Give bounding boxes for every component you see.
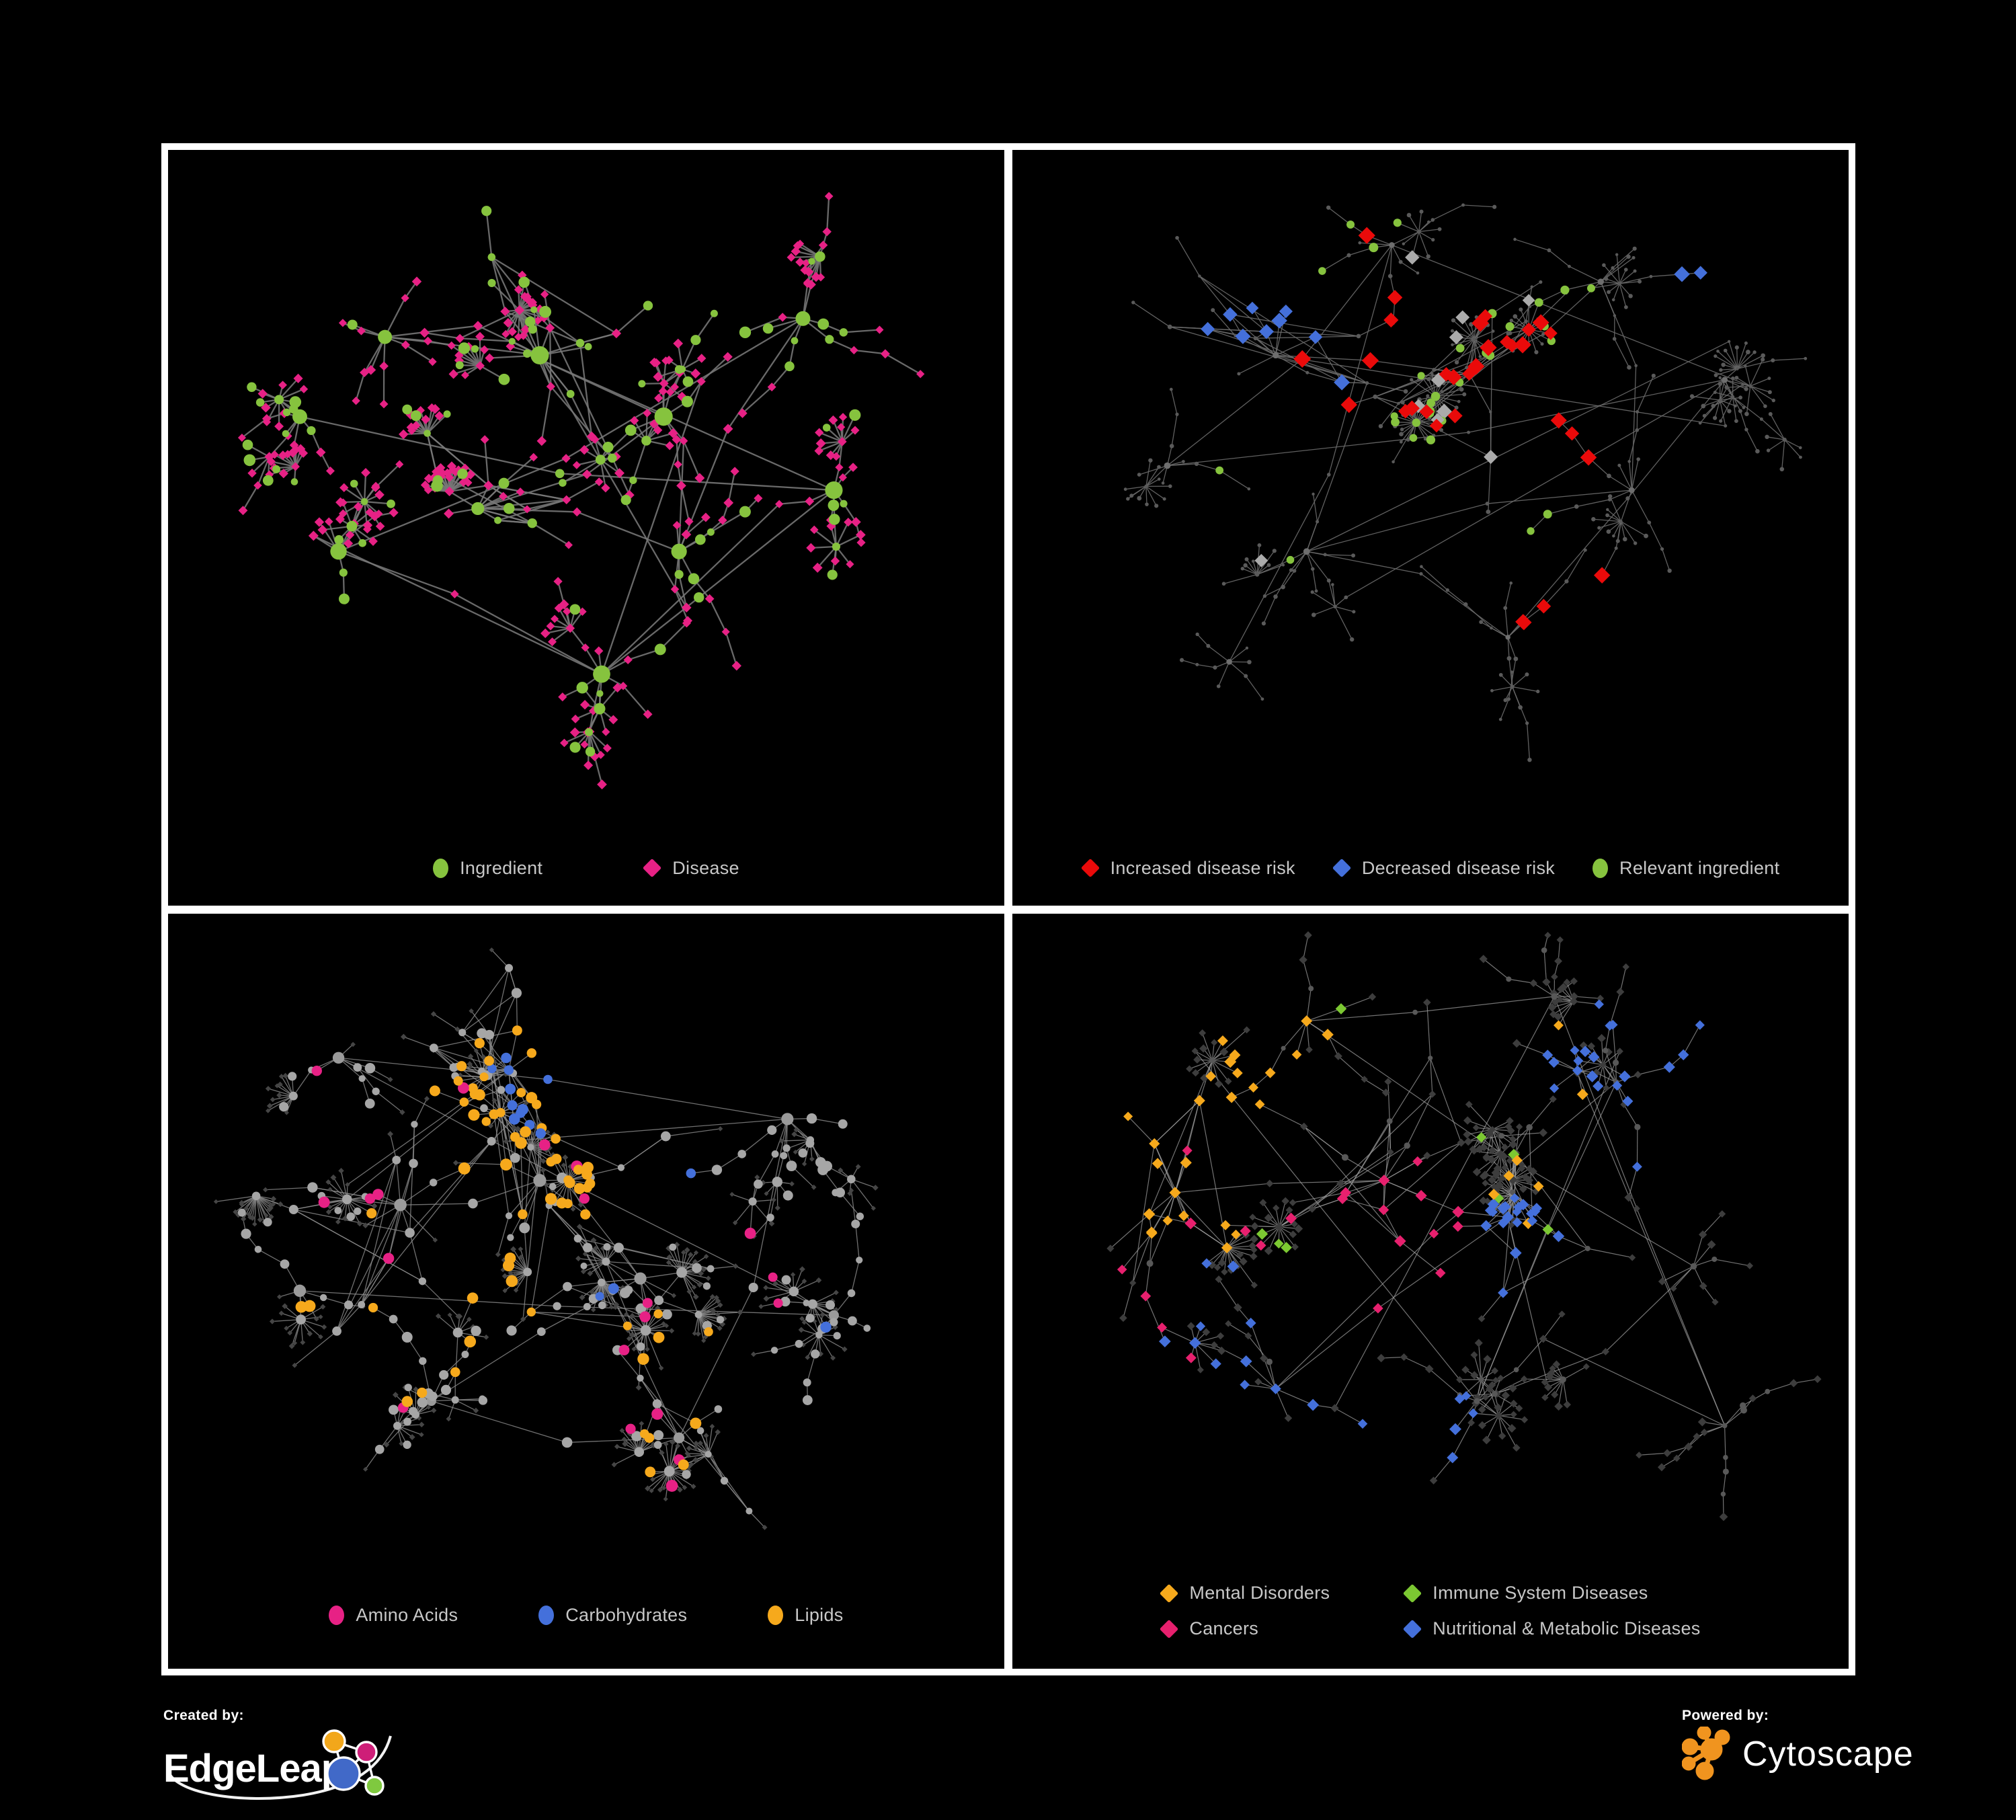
cytoscape-icon	[1682, 1727, 1730, 1780]
legend-disease-categories: Mental Disorders Immune System Diseases Ca…	[1012, 1583, 1849, 1639]
legend-item-lipids: Lipids	[768, 1605, 843, 1626]
edgeleap-swoosh	[166, 1735, 392, 1800]
legend-label: Nutritional & Metabolic Diseases	[1433, 1618, 1701, 1638]
created-by-label: Created by:	[163, 1708, 244, 1723]
legend-item-disease: Disease	[643, 858, 739, 879]
network-graph-ingredient-classes	[213, 947, 879, 1530]
cytoscape-credit: Powered by: Cytoscape	[1682, 1708, 1914, 1782]
legend-ingredient-classes: Amino Acids Carbohydrates Lipids	[168, 1605, 1004, 1626]
legend-swatch-circle	[433, 858, 449, 878]
legend-label: Lipids	[795, 1605, 844, 1625]
edgeleap-node-green	[364, 1776, 385, 1796]
legend-label: Carbohydrates	[565, 1605, 688, 1625]
legend-item-decreased-disease-risk: Decreased disease risk	[1332, 857, 1556, 879]
panel-ingredient-classes: Amino Acids Carbohydrates Lipids	[168, 913, 1004, 1669]
legend-item-cancers: Cancers	[1160, 1618, 1258, 1639]
legend-swatch-diamond	[1160, 1583, 1179, 1603]
legend-swatch-diamond	[1332, 858, 1351, 878]
edgeleap-wordmark: EdgeLeap	[163, 1747, 344, 1790]
panel-disease-categories: Mental Disorders Immune System Diseases Ca…	[1012, 913, 1849, 1669]
legend-label: Ingredient	[460, 857, 543, 878]
edgeleap-node-orange	[322, 1729, 346, 1753]
legend-label: Increased disease risk	[1110, 857, 1295, 878]
legend-item-mental-disorders: Mental Disorders	[1160, 1583, 1330, 1604]
network-graph-ingredient-disease	[237, 192, 925, 790]
legend-swatch-circle	[538, 1606, 555, 1625]
legend-label: Mental Disorders	[1189, 1583, 1330, 1603]
legend-swatch-diamond	[1160, 1619, 1179, 1638]
legend-item-relevant-ingredient: Relevant ingredient	[1592, 858, 1779, 879]
legend-label: Relevant ingredient	[1619, 857, 1780, 878]
legend-disease-risk: Increased disease risk Decreased disease …	[1012, 858, 1849, 879]
legend-swatch-circle	[329, 1606, 345, 1625]
network-graph-disease-risk	[1123, 203, 1808, 762]
legend-swatch-circle	[1592, 858, 1609, 878]
legend-item-increased-disease-risk: Increased disease risk	[1080, 857, 1295, 879]
legend-swatch-diamond	[1080, 858, 1100, 878]
legend-swatch-diamond	[643, 858, 662, 878]
cytoscape-logo: Cytoscape	[1682, 1727, 1914, 1782]
legend-swatch-diamond	[1403, 1583, 1422, 1603]
edgeleap-icon	[322, 1729, 385, 1796]
legend-item-amino-acids: Amino Acids	[329, 1605, 458, 1626]
legend-item-ingredient: Ingredient	[433, 858, 542, 879]
panel-disease-risk: Increased disease risk Decreased disease …	[1012, 150, 1849, 906]
cytoscape-wordmark: Cytoscape	[1742, 1735, 1914, 1774]
legend-label: Immune System Diseases	[1433, 1583, 1648, 1603]
legend-swatch-circle	[768, 1606, 784, 1625]
network-graph-disease-categories	[1106, 931, 1822, 1521]
panel-grid: Ingredient Disease Increased disease risk…	[161, 143, 1855, 1675]
legend-swatch-diamond	[1403, 1619, 1422, 1638]
edgeleap-credit: Created by: EdgeLeap	[163, 1708, 399, 1809]
powered-by-label: Powered by:	[1682, 1708, 1769, 1723]
legend-label: Decreased disease risk	[1361, 857, 1556, 878]
legend-item-carbohydrates: Carbohydrates	[538, 1605, 687, 1626]
legend-label: Cancers	[1189, 1618, 1259, 1638]
legend-item-immune-system-diseases: Immune System Diseases	[1403, 1583, 1648, 1604]
edgeleap-logo: EdgeLeap	[163, 1729, 392, 1800]
legend-label: Amino Acids	[356, 1605, 458, 1625]
legend-item-nutritional-metabolic-diseases: Nutritional & Metabolic Diseases	[1403, 1618, 1701, 1639]
edgeleap-node-magenta	[355, 1741, 378, 1764]
legend-label: Disease	[672, 857, 739, 878]
edgeleap-node-blue	[326, 1756, 361, 1791]
panel-ingredient-disease: Ingredient Disease	[168, 150, 1004, 906]
legend-ingredient-disease: Ingredient Disease	[168, 858, 1004, 879]
